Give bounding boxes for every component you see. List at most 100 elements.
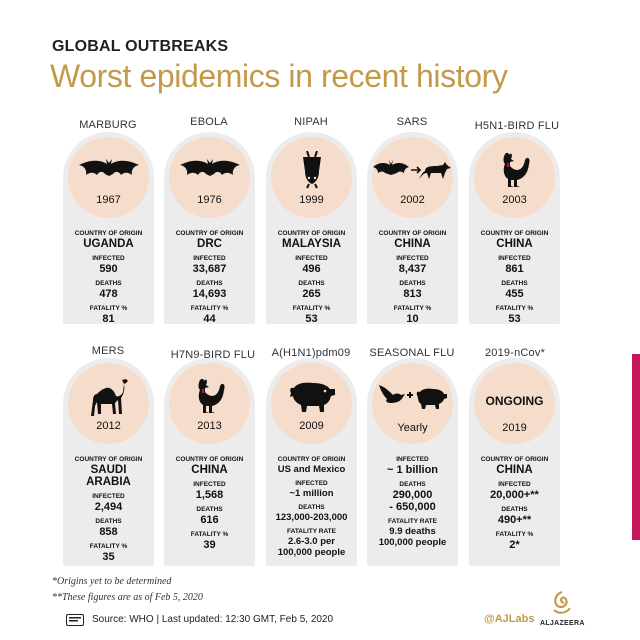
deaths-value: 14,693 (192, 288, 227, 300)
fatality-value: 53 (305, 313, 318, 325)
rooster-icon (164, 376, 255, 416)
outbreak-year: 2013 (197, 420, 222, 432)
stat-label: DEATHS (196, 506, 223, 513)
stats-block: COUNTRY OF ORIGIN US and Mexico INFECTED… (266, 456, 357, 563)
fatality-value: 100,000 people (277, 547, 346, 558)
infected-value: 20,000+** (490, 489, 539, 501)
bat-civet-icon (367, 150, 458, 190)
infected-value: 2,494 (94, 501, 123, 513)
bat-icon (164, 150, 255, 190)
stats-block: COUNTRY OF ORIGIN CHINA INFECTED 1,568 D… (164, 456, 255, 556)
deaths-value: 616 (200, 514, 219, 526)
country-of-origin: CHINA (496, 464, 533, 476)
outbreak-year: 2019 (502, 422, 527, 434)
disease-card-h5n1: 2003 COUNTRY OF ORIGIN CHINA INFECTED 86… (469, 132, 560, 325)
stat-label: DEATHS (399, 280, 426, 287)
bird-pig-icon (367, 376, 458, 416)
stats-block: COUNTRY OF ORIGIN DRC INFECTED 33,687 DE… (164, 230, 255, 330)
infected-value: ~ 1 billion (386, 464, 439, 476)
disease-name: H7N9-BIRD FLU (170, 349, 256, 361)
deaths-value: 290,000 (392, 489, 433, 501)
outbreak-year: 1967 (96, 194, 121, 206)
fatality-value: 9.9 deaths (389, 526, 436, 537)
disease-card-seasonal-flu: Yearly INFECTED ~ 1 billion DEATHS 290,0… (367, 358, 458, 566)
stat-label: INFECTED (193, 481, 226, 488)
pig-icon (266, 376, 357, 416)
fatality-value: 44 (203, 313, 216, 325)
stat-label: COUNTRY OF ORIGIN (378, 230, 447, 237)
deaths-value: 813 (403, 288, 422, 300)
disease-name: NIPAH (294, 116, 328, 128)
kicker: GLOBAL OUTBREAKS (52, 38, 229, 55)
stat-label: FATALITY RATE (287, 528, 336, 535)
stat-label: COUNTRY OF ORIGIN (175, 230, 244, 237)
country-of-origin: CHINA (394, 238, 431, 250)
stat-label: FATALITY % (190, 305, 229, 312)
bat-icon (63, 150, 154, 190)
disease-name: H5N1-BIRD FLU (474, 120, 560, 132)
headline: Worst epidemics in recent history (50, 58, 508, 94)
aljazeera-logo-icon (550, 590, 574, 623)
stat-label: COUNTRY OF ORIGIN (74, 456, 143, 463)
outbreak-year: 1999 (299, 194, 324, 206)
stat-label: COUNTRY OF ORIGIN (277, 230, 346, 237)
disease-card-mers: 2012 COUNTRY OF ORIGIN SAUDI ARABIA INFE… (63, 358, 154, 566)
stats-block: COUNTRY OF ORIGIN CHINA INFECTED 20,000+… (469, 456, 560, 556)
info-icon (66, 613, 84, 631)
stats-block: COUNTRY OF ORIGIN CHINA INFECTED 8,437 D… (367, 230, 458, 330)
stat-label: INFECTED (295, 480, 328, 487)
side-accent-bar (632, 354, 640, 540)
outbreak-year: 2009 (299, 420, 324, 432)
country-of-origin: SAUDI (90, 464, 127, 476)
stat-label: FATALITY % (495, 305, 534, 312)
disease-name: A(H1N1)pdm09 (271, 347, 351, 359)
stats-block: COUNTRY OF ORIGIN CHINA INFECTED 861 DEA… (469, 230, 560, 330)
stat-label: DEATHS (501, 506, 528, 513)
stat-label: INFECTED (396, 456, 429, 463)
hanging-bat-icon (266, 150, 357, 190)
stats-block: COUNTRY OF ORIGIN MALAYSIA INFECTED 496 … (266, 230, 357, 330)
fatality-value: 53 (508, 313, 521, 325)
source-line: Source: WHO | Last updated: 12:30 GMT, F… (92, 614, 334, 625)
brand-network: ALJAZEERA (540, 620, 585, 627)
disease-card-marburg: 1967 COUNTRY OF ORIGIN UGANDA INFECTED 5… (63, 132, 154, 325)
stat-label: FATALITY % (393, 305, 432, 312)
disease-name: SEASONAL FLU (369, 347, 455, 359)
fatality-value: 2.6-3.0 per (288, 536, 335, 547)
stat-label: COUNTRY OF ORIGIN (480, 230, 549, 237)
deaths-value: 455 (505, 288, 524, 300)
country-of-origin: CHINA (496, 238, 533, 250)
stat-label: DEATHS (95, 518, 122, 525)
infected-value: ~1 million (289, 488, 334, 499)
fatality-value: 39 (203, 539, 216, 551)
outbreak-status: ONGOING (485, 394, 544, 408)
fatality-value: 2* (509, 539, 520, 551)
stat-label: DEATHS (501, 280, 528, 287)
camel-icon (63, 376, 154, 416)
fatality-value: 35 (102, 551, 115, 563)
stats-block: INFECTED ~ 1 billion DEATHS 290,000 - 65… (367, 456, 458, 553)
stat-label: DEATHS (196, 280, 223, 287)
stat-label: INFECTED (193, 255, 226, 262)
icon-disc (68, 137, 149, 218)
deaths-value: 123,000-203,000 (275, 512, 348, 523)
stat-label: FATALITY % (89, 305, 128, 312)
stat-label: DEATHS (298, 504, 325, 511)
disease-card-h1n1: 2009 COUNTRY OF ORIGIN US and Mexico INF… (266, 358, 357, 566)
stat-label: INFECTED (498, 255, 531, 262)
infected-value: 861 (505, 263, 524, 275)
stat-label: DEATHS (399, 481, 426, 488)
icon-disc (372, 363, 453, 444)
infected-value: 8,437 (398, 263, 427, 275)
deaths-value: 858 (99, 526, 118, 538)
stats-block: COUNTRY OF ORIGIN UGANDA INFECTED 590 DE… (63, 230, 154, 330)
stat-label: DEATHS (95, 280, 122, 287)
disease-name: 2019-nCov* (484, 347, 546, 359)
country-of-origin: US and Mexico (277, 464, 346, 475)
country-of-origin: MALAYSIA (282, 238, 341, 250)
stat-label: FATALITY RATE (388, 518, 437, 525)
stat-label: COUNTRY OF ORIGIN (74, 230, 143, 237)
disease-card-ebola: 1976 COUNTRY OF ORIGIN DRC INFECTED 33,6… (164, 132, 255, 325)
disease-card-sars: 2002 COUNTRY OF ORIGIN CHINA INFECTED 8,… (367, 132, 458, 325)
icon-disc (169, 137, 250, 218)
